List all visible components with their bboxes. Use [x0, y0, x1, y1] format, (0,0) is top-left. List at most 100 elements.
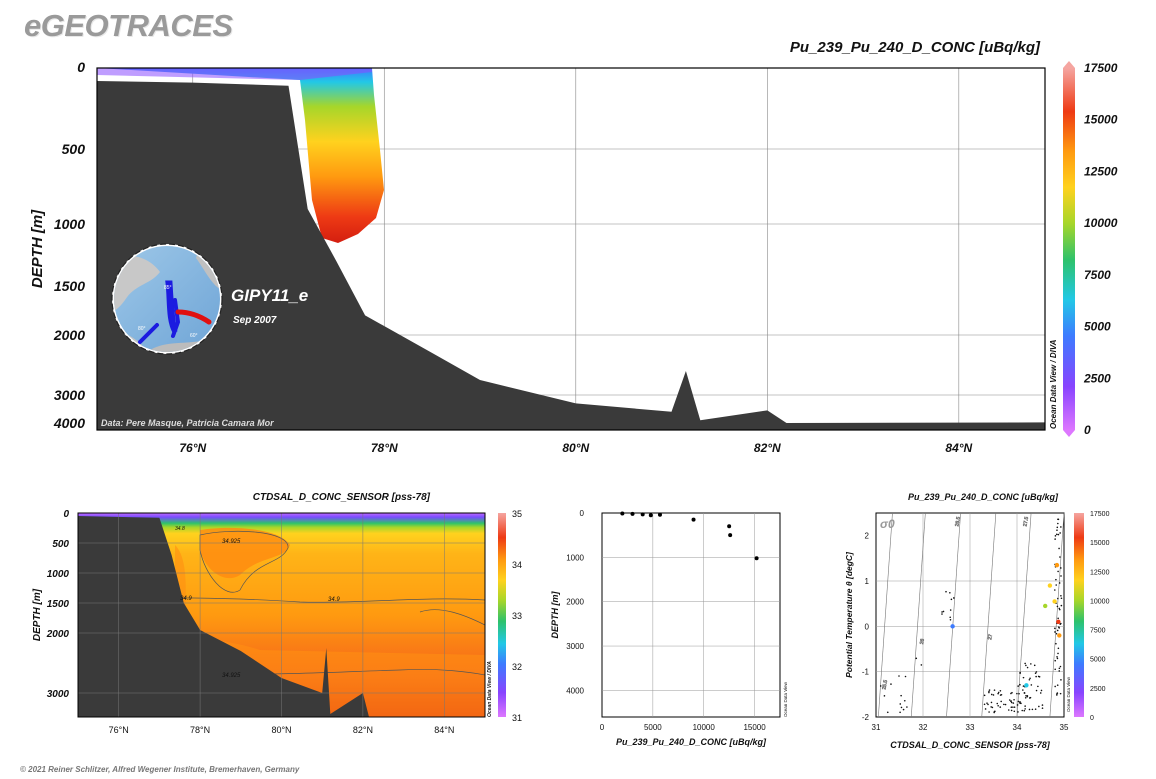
- ts-point-138: [1038, 675, 1041, 678]
- ts-point-131: [1030, 663, 1032, 665]
- ts-point-8: [1024, 708, 1026, 710]
- ts-y-tick-1: 1: [865, 577, 870, 586]
- ts-point-28: [986, 702, 988, 704]
- cruise-track-inset-map: 85° 80° 60°: [111, 243, 223, 355]
- ts-point-154: [1035, 675, 1037, 678]
- main-y-axis-label: DEPTH [m]: [29, 209, 46, 288]
- ts-point-86: [1057, 570, 1059, 573]
- profile-grid: [602, 513, 780, 717]
- ts-point-155: [902, 708, 905, 711]
- contour-label-2: 34.9: [180, 596, 192, 602]
- ts-point-84: [1057, 522, 1059, 525]
- ts-point-65: [993, 711, 995, 714]
- ts-colored-point-1: [1024, 683, 1029, 688]
- ts-point-141: [1019, 683, 1021, 686]
- ts-point-113: [1056, 605, 1059, 608]
- isopycnal-label-3: 27: [987, 634, 994, 641]
- ts-point-87: [1059, 532, 1061, 534]
- ts-colored-point-2: [1043, 603, 1048, 609]
- profile-y-axis-label: DEPTH [m]: [550, 590, 560, 638]
- salinity-frame: [77, 512, 486, 718]
- ts-colored-point-6: [1057, 633, 1062, 638]
- ts-point-126: [1060, 526, 1062, 528]
- ts-point-149: [1026, 694, 1029, 697]
- ts-cb-tick-7500: 7500: [1090, 628, 1106, 635]
- ts-point-59: [1034, 708, 1037, 710]
- prof-y-tick-0: 0: [580, 509, 585, 518]
- ts-point-133: [1023, 692, 1026, 694]
- map-label-85: 85°: [164, 285, 172, 291]
- ts-point-162: [879, 685, 882, 687]
- main-y-tick-3000: 3000: [54, 387, 85, 403]
- ts-cb-tick-12500: 12500: [1090, 569, 1110, 576]
- map-label-60: 60°: [190, 333, 198, 339]
- profile-points: [620, 511, 759, 561]
- sal-y-tick-3000: 3000: [47, 689, 70, 700]
- ts-point-73: [1055, 632, 1058, 635]
- ts-point-20: [1004, 703, 1007, 706]
- ts-point-166: [898, 675, 900, 677]
- ts-point-1: [990, 706, 992, 708]
- ts-point-125: [1055, 584, 1058, 586]
- ts-point-173: [949, 619, 952, 621]
- isopycnal-label-0: 25.5: [881, 679, 889, 690]
- brand-logo: eGEOTRACES: [24, 8, 233, 43]
- sal-y-tick-500: 500: [52, 539, 69, 550]
- ts-point-31: [1010, 700, 1012, 703]
- isopycnal-3: [981, 512, 997, 718]
- ts-point-51: [1038, 705, 1040, 708]
- ts-y-axis-label: Potential Temperature θ [degC]: [844, 551, 854, 678]
- ts-point-167: [920, 664, 923, 666]
- ts-point-50: [990, 693, 993, 696]
- seafloor-bathymetry: [97, 81, 1045, 430]
- ts-title: Pu_239_Pu_240_D_CONC [uBq/kg]: [908, 492, 1059, 502]
- ts-point-179: [942, 610, 945, 613]
- copyright-notice: © 2021 Reiner Schlitzer, Alfred Wegener …: [20, 765, 300, 774]
- main-y-tick-0: 0: [77, 59, 85, 75]
- ts-point-117: [1060, 679, 1062, 681]
- ts-colored-point-4: [1054, 562, 1060, 568]
- ts-grid: [876, 513, 1064, 717]
- ts-point-14: [1008, 699, 1011, 701]
- ts-point-37: [1035, 689, 1038, 692]
- prof-x-tick-5000: 5000: [644, 723, 662, 732]
- main-y-ticks: 0 500 1000 1500 2000 3000 4000: [53, 59, 85, 431]
- ts-point-71: [1056, 529, 1058, 531]
- depth-profile-plot: 0 5000 10000 15000 0 1000 2000 3000 4000 Pu_239…: [550, 509, 788, 747]
- ts-point-158: [890, 683, 892, 685]
- ts-point-23: [1012, 706, 1014, 708]
- ts-point-159: [903, 699, 906, 702]
- ts-point-58: [1016, 692, 1018, 695]
- ts-point-19: [992, 694, 995, 696]
- ts-point-140: [1029, 677, 1031, 680]
- ts-point-9: [1017, 700, 1020, 703]
- ts-point-147: [1033, 664, 1036, 667]
- ts-point-165: [883, 695, 886, 697]
- ts-point-119: [1056, 692, 1059, 694]
- ts-point-144: [1030, 684, 1033, 686]
- ts-cb-tick-2500: 2500: [1090, 686, 1106, 693]
- ts-point-6: [1023, 709, 1026, 712]
- ts-point-41: [1003, 703, 1005, 706]
- ts-diagram-plot: Pu_239_Pu_240_D_CONC [uBq/kg] 25.5 26 26.5…: [844, 492, 1110, 750]
- ts-point-12: [990, 701, 993, 704]
- profile-x-axis-label: Pu_239_Pu_240_D_CONC [uBq/kg]: [616, 737, 767, 747]
- main-y-tick-1500: 1500: [54, 278, 85, 294]
- profile-point-1: [630, 511, 635, 516]
- prof-x-tick-0: 0: [600, 723, 605, 732]
- main-odv-label: Ocean Data View / DIVA: [1049, 339, 1058, 429]
- ts-point-178: [941, 613, 943, 615]
- profile-frame: [601, 512, 781, 718]
- colorbar-bottom-arrow: [1063, 430, 1075, 437]
- ts-point-137: [1019, 672, 1021, 674]
- ts-point-135: [1034, 672, 1037, 674]
- ts-point-7: [1013, 706, 1016, 708]
- salinity-seafloor: [78, 516, 485, 717]
- sal-y-tick-1500: 1500: [47, 599, 70, 610]
- main-cb-tick-5000: 5000: [1084, 320, 1111, 334]
- ts-point-11: [1040, 689, 1043, 692]
- ts-point-169: [915, 657, 918, 660]
- prof-y-tick-4000: 4000: [566, 686, 584, 695]
- main-x-ticks: 76°N 78°N 80°N 82°N 84°N: [179, 441, 972, 455]
- ts-point-17: [1010, 706, 1013, 708]
